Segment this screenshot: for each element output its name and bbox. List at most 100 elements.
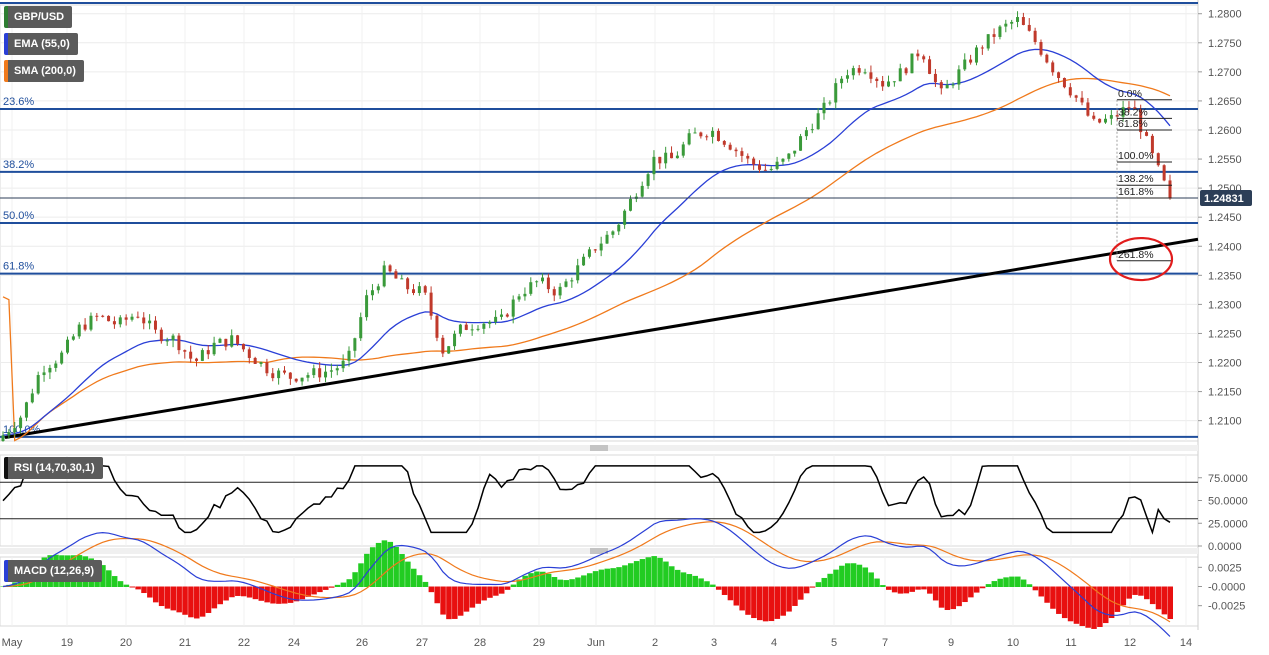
candle-body — [1, 435, 5, 441]
macd-histogram-bar — [229, 586, 235, 598]
candle-body — [435, 315, 439, 338]
macd-histogram-bar — [874, 578, 880, 587]
candle-body — [212, 342, 216, 355]
macd-histogram-bar — [833, 569, 839, 587]
time-tick-label: 22 — [238, 637, 250, 649]
time-tick-label: 11 — [1065, 637, 1076, 649]
macd-histogram-bar — [1167, 586, 1173, 620]
candle-body — [476, 328, 480, 330]
candle-body — [951, 84, 955, 86]
macd-histogram-bar — [809, 586, 816, 588]
price-tick-label: 1.2600 — [1208, 125, 1242, 137]
macd-tick-label: -0.0000 — [1208, 582, 1245, 594]
candle-body — [1139, 109, 1143, 133]
macd-histogram-bar — [481, 586, 487, 601]
candle-body — [746, 155, 750, 159]
candle-body — [294, 378, 298, 382]
candle-body — [118, 317, 122, 325]
candle-body — [916, 53, 920, 57]
candle-body — [740, 151, 744, 156]
macd-histogram-bar — [1097, 586, 1103, 627]
macd-histogram-bar — [880, 585, 886, 587]
candle-body — [728, 144, 732, 150]
macd-histogram-bar — [498, 586, 505, 594]
time-tick-label: 2 — [652, 637, 658, 649]
macd-histogram-bar — [774, 586, 781, 619]
candle-body — [828, 102, 832, 104]
legend-sma[interactable]: SMA (200,0) — [4, 60, 84, 82]
candle-body — [148, 320, 152, 324]
candle-body — [153, 320, 157, 330]
macd-histogram-bar — [199, 586, 206, 617]
candle-body — [406, 278, 410, 290]
macd-histogram-bar — [979, 586, 986, 589]
legend-ema[interactable]: EMA (55,0) — [4, 33, 78, 55]
fib-extension-label: 38.2% — [1118, 106, 1148, 118]
macd-histogram-bar — [932, 586, 939, 601]
candle-body — [922, 56, 926, 60]
candle-body — [781, 158, 785, 162]
macd-histogram-bar — [516, 579, 523, 587]
candle-body — [306, 375, 310, 378]
macd-histogram-bar — [1085, 586, 1091, 628]
macd-histogram-bar — [147, 586, 153, 598]
trendline — [4, 237, 1199, 439]
candle-body — [769, 168, 773, 170]
candle-body — [1021, 17, 1025, 25]
macd-histogram-bar — [886, 586, 892, 590]
candle-body — [974, 47, 978, 63]
price-axis-bg — [1198, 0, 1269, 655]
macd-histogram-bar — [405, 561, 411, 587]
candle-body — [66, 339, 70, 353]
candle-body — [863, 72, 867, 74]
macd-histogram-bar — [692, 575, 698, 587]
legend-rsi[interactable]: RSI (14,70,30,1) — [4, 457, 103, 479]
macd-histogram-bar — [856, 564, 863, 587]
fib-retracement-label: 38.2% — [3, 159, 34, 171]
candle-body — [523, 293, 527, 297]
macd-histogram-bar — [416, 575, 423, 587]
macd-histogram-bar — [780, 586, 786, 616]
candle-body — [546, 277, 550, 290]
candle-body — [359, 317, 363, 339]
macd-histogram-bar — [944, 586, 951, 611]
macd-histogram-bar — [962, 586, 968, 603]
candle-body — [83, 324, 87, 330]
price-tick-label: 1.2150 — [1208, 387, 1242, 399]
macd-line — [2, 518, 1171, 637]
candle-body — [353, 338, 357, 351]
macd-histogram-bar — [1126, 586, 1132, 599]
candle-body — [71, 336, 75, 340]
macd-histogram-bar — [287, 586, 294, 603]
candle-body — [617, 224, 621, 232]
candle-body — [541, 277, 545, 282]
candle-body — [447, 346, 451, 354]
candle-body — [271, 373, 275, 379]
candle-body — [892, 81, 896, 83]
candle-body — [183, 350, 187, 352]
candle-body — [177, 335, 181, 351]
macd-histogram-bar — [463, 586, 470, 612]
candle-body — [265, 362, 269, 374]
candle-body — [48, 367, 52, 373]
candle-body — [810, 129, 814, 131]
last-price-label: 1.24831 — [1204, 193, 1244, 205]
macd-histogram-bar — [1155, 586, 1162, 610]
sma-line — [2, 77, 1171, 442]
legend-symbol[interactable]: GBP/USD — [4, 6, 73, 28]
legend-macd[interactable]: MACD (12,26,9) — [4, 560, 103, 582]
macd-histogram-bar — [1050, 586, 1056, 609]
candle-body — [499, 314, 503, 317]
last-price-box — [1200, 189, 1252, 206]
macd-histogram-bar — [240, 586, 247, 597]
candle-body — [558, 286, 562, 296]
time-tick-label: 14 — [1180, 637, 1192, 649]
candle-body — [370, 290, 374, 296]
candle-body — [224, 338, 228, 347]
candle-body — [107, 315, 111, 322]
macd-tick-label: 0.0025 — [1208, 562, 1242, 574]
macd-histogram-bar — [915, 586, 921, 590]
macd-tick-label: -0.0025 — [1208, 601, 1245, 613]
macd-histogram-bar — [375, 542, 382, 587]
macd-histogram-bar — [645, 557, 652, 587]
